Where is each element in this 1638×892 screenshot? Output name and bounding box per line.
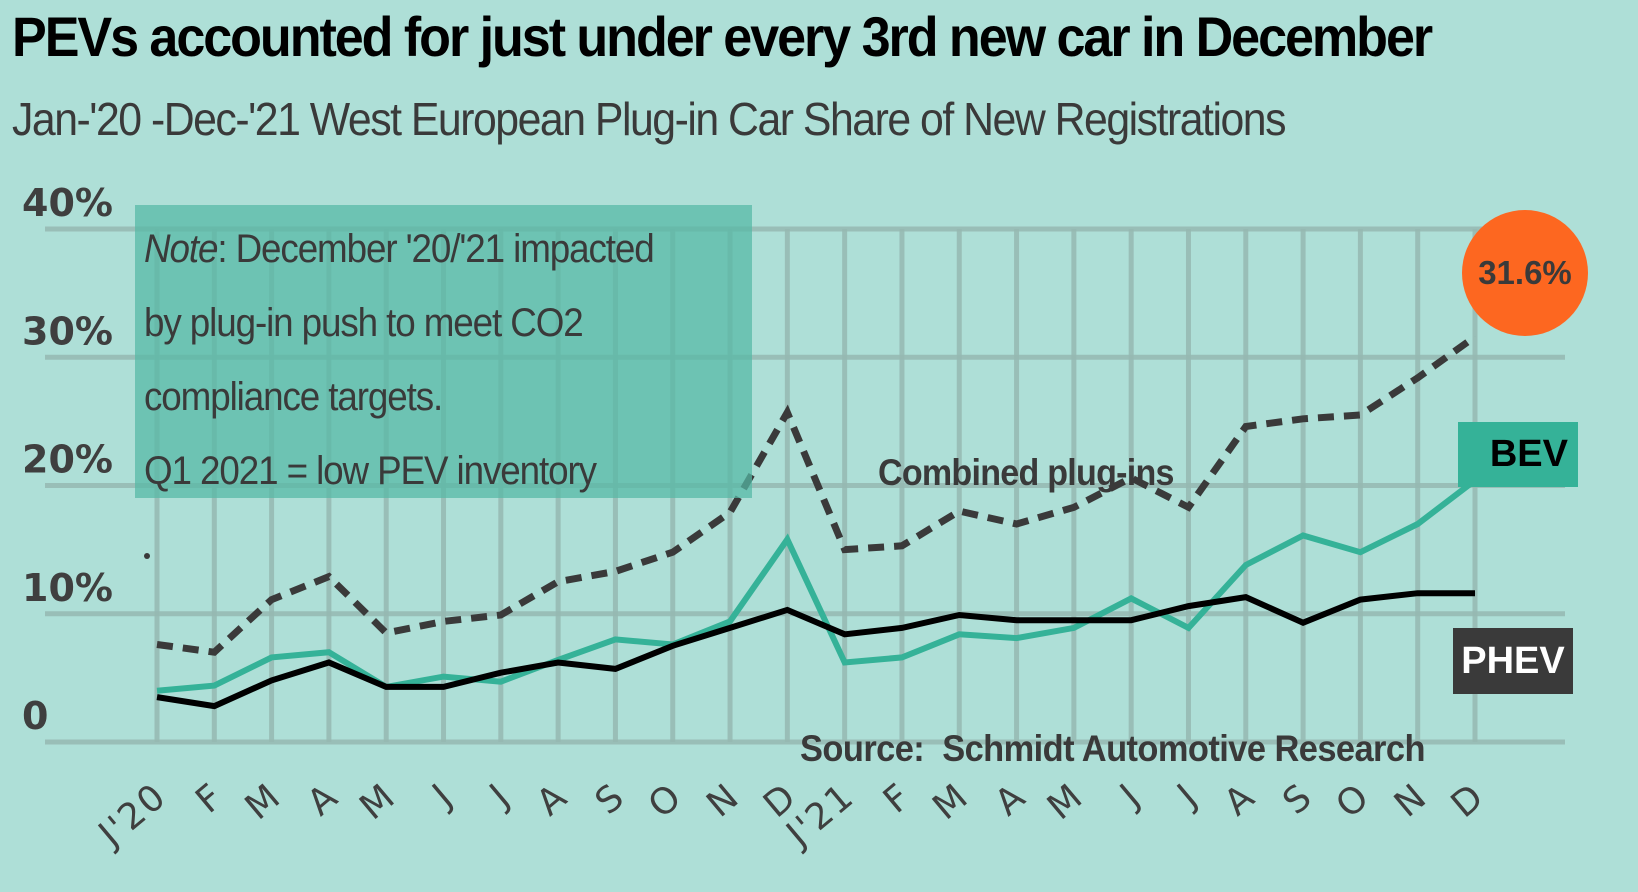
x-tick-label: M — [238, 775, 290, 828]
note-line-1: Note: December '20/'21 impacted — [144, 227, 655, 271]
x-tick-label: S — [588, 775, 633, 822]
note-line-4: Q1 2021 = low PEV inventory — [144, 449, 597, 493]
x-tick-label: M — [1040, 775, 1092, 828]
y-tick-label: 0 — [22, 694, 48, 738]
x-axis-ticks: J'20 F M A M J J A S O N DJ'21 F M A M J J A S O N D — [90, 775, 1493, 855]
x-tick-label: N — [699, 775, 748, 825]
note-line-3: compliance targets. — [144, 375, 443, 419]
x-tick-label: J — [1169, 775, 1207, 816]
chart-title: PEVs accounted for just under every 3rd … — [12, 5, 1433, 68]
x-tick-label: N — [1387, 775, 1436, 825]
note-box — [135, 205, 752, 498]
stray-dot — [144, 553, 150, 559]
x-tick-label: M — [352, 775, 404, 828]
x-tick-label: D — [1444, 775, 1493, 826]
x-tick-label: M — [925, 775, 977, 828]
x-tick-label: J — [481, 775, 519, 816]
y-tick-label: 40% — [22, 181, 113, 225]
combined-series-label: Combined plug-ins — [878, 452, 1174, 493]
bev-legend-tag: BEV — [1458, 422, 1578, 487]
x-tick-label: O — [1329, 775, 1379, 826]
x-tick-label: A — [988, 775, 1035, 824]
phev-legend-tag: PHEV — [1453, 628, 1573, 694]
source-label: Source: Schmidt Automotive Research — [800, 728, 1426, 769]
note-text: Note: December '20/'21 impacted by plug-… — [144, 212, 655, 508]
series-line-bev — [156, 478, 1477, 694]
x-tick-label: A — [300, 775, 347, 824]
x-tick-label: J — [424, 775, 462, 816]
series-lines — [156, 333, 1478, 710]
x-tick-label: J'20 — [90, 775, 175, 855]
series-line-combined-plug-ins — [156, 333, 1478, 656]
note-line-2: by plug-in push to meet CO2 — [144, 301, 584, 345]
y-axis-ticks: 0 10% 20% 30% 40% — [22, 181, 113, 738]
x-tick-label: A — [1217, 775, 1264, 824]
x-tick-label: S — [1275, 775, 1320, 822]
highlight-value-badge: 31.6% — [1462, 210, 1588, 336]
x-tick-label: J — [1111, 775, 1149, 816]
x-tick-label: J'21 — [778, 775, 863, 855]
x-tick-label: F — [876, 775, 920, 821]
x-tick-label: O — [641, 775, 691, 826]
y-tick-label: 30% — [22, 309, 113, 353]
y-tick-label: 10% — [22, 566, 113, 610]
y-tick-label: 20% — [22, 438, 113, 482]
series-line-phev — [156, 590, 1475, 710]
x-tick-label: A — [529, 775, 576, 824]
chart-subtitle: Jan-'20 -Dec-'21 West European Plug-in C… — [12, 93, 1286, 145]
x-tick-label: F — [188, 775, 232, 821]
